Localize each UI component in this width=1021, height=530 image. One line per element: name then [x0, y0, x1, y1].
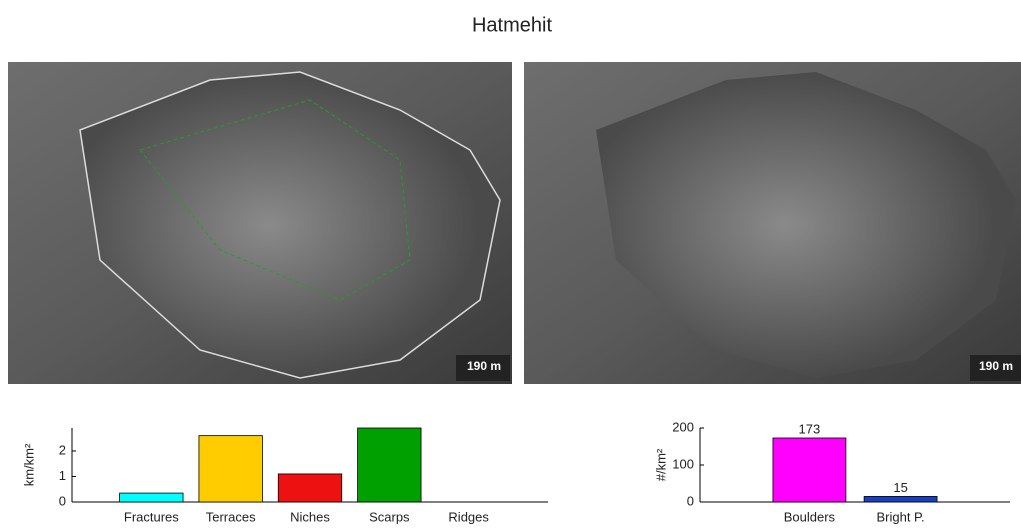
figure-title: Hatmehit — [472, 14, 552, 36]
image-left: 190 m — [8, 62, 512, 384]
bar — [199, 436, 262, 502]
x-tick-label: Ridges — [448, 509, 489, 524]
bar — [278, 474, 341, 502]
x-tick-label: Fractures — [124, 509, 179, 524]
y-tick-label: 1 — [59, 468, 66, 483]
y-tick-label: 200 — [672, 419, 694, 434]
y-tick-label: 0 — [59, 493, 66, 508]
bar — [773, 438, 846, 502]
scale-label: 190 m — [979, 359, 1013, 373]
x-tick-label: Bright P. — [876, 509, 924, 524]
scale-label: 190 m — [467, 359, 501, 373]
y-tick-label: 2 — [59, 442, 66, 457]
bar — [358, 428, 421, 502]
data-label: 173 — [799, 421, 821, 436]
image-right: 190 m — [524, 62, 1021, 384]
data-label: 15 — [893, 480, 907, 495]
x-tick-label: Terraces — [206, 509, 256, 524]
y-tick-label: 100 — [672, 456, 694, 471]
y-axis-label: #/km² — [653, 448, 668, 481]
y-axis-label: km/km² — [21, 443, 36, 486]
x-tick-label: Boulders — [784, 509, 836, 524]
figure: Hatmehit 190 m 190 m 0 1 2 km/km² Fractures T… — [0, 0, 1021, 530]
bar — [864, 496, 937, 502]
x-tick-label: Scarps — [369, 509, 410, 524]
y-tick-label: 0 — [687, 493, 694, 508]
x-tick-label: Niches — [290, 509, 330, 524]
bar — [120, 493, 183, 502]
